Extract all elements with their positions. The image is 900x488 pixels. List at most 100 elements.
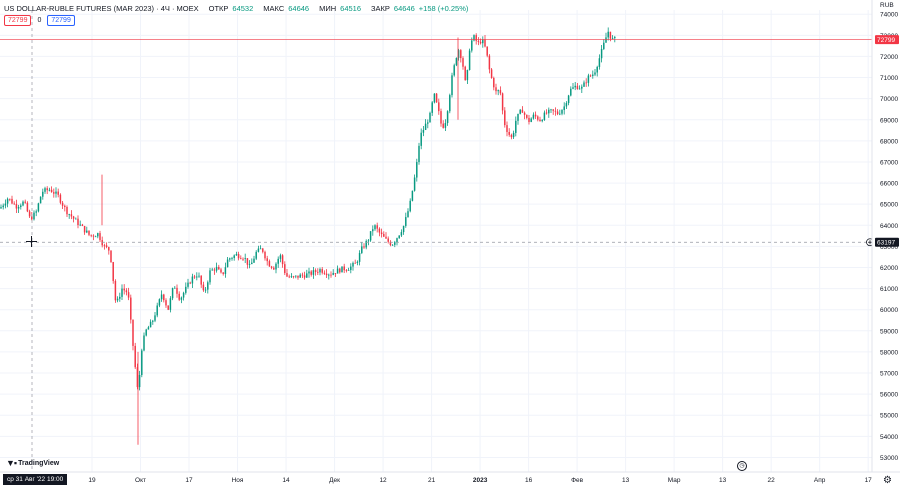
candle-body bbox=[490, 69, 493, 79]
candle-body bbox=[149, 321, 152, 328]
price-axis[interactable]: 53000 54000 55000 56000 57000 58000 59000 60000… bbox=[871, 0, 900, 488]
candle-body bbox=[493, 78, 495, 88]
candle-body bbox=[46, 188, 48, 191]
last-price-badge bbox=[875, 35, 899, 45]
candle-body bbox=[559, 113, 561, 115]
candle-body bbox=[334, 273, 337, 274]
gear-icon[interactable]: ⚙ bbox=[883, 475, 892, 486]
close-label: ЗАКР bbox=[371, 4, 390, 13]
candle-body bbox=[105, 245, 108, 248]
candle-body bbox=[486, 46, 488, 56]
candle-body bbox=[367, 240, 370, 242]
candle-body bbox=[90, 234, 92, 236]
candle-body bbox=[259, 248, 262, 250]
candle-body bbox=[209, 270, 211, 283]
y-tick-label: 56000 bbox=[880, 392, 898, 399]
candle-body bbox=[196, 276, 198, 278]
candle-body bbox=[343, 266, 345, 271]
candle-body bbox=[226, 259, 229, 268]
candle-body bbox=[385, 236, 387, 239]
x-tick-label: 21 bbox=[428, 477, 436, 484]
candle-body bbox=[592, 74, 594, 76]
candle-body bbox=[233, 255, 235, 258]
symbol-title[interactable]: US DOLLAR-RUBLE FUTURES (MAR 2023) · 4Ч … bbox=[4, 4, 199, 13]
candle-body bbox=[257, 248, 260, 252]
candle-body bbox=[358, 252, 361, 262]
candle-body bbox=[295, 275, 297, 277]
y-tick-label: 64000 bbox=[880, 223, 898, 230]
candle-body bbox=[79, 224, 81, 226]
candle-body bbox=[193, 276, 196, 278]
candle-body bbox=[92, 235, 95, 237]
candle-body bbox=[497, 90, 499, 92]
candle-body bbox=[372, 229, 374, 232]
candle-body bbox=[284, 264, 286, 274]
candle-body bbox=[169, 298, 172, 310]
candle-body bbox=[440, 111, 442, 124]
candle-body bbox=[471, 40, 473, 51]
candle-body bbox=[405, 217, 407, 226]
candle-body bbox=[110, 250, 112, 263]
chart-grid bbox=[0, 10, 872, 472]
candle-body bbox=[207, 282, 209, 290]
time-axis[interactable]: 19 Окт 17 Ноя 14 Дек 12 21 2023 16 Фев 13 Мар 13 22 Апр… bbox=[0, 471, 900, 484]
candle-body bbox=[596, 66, 598, 73]
sell-button[interactable]: 72799 bbox=[4, 15, 32, 26]
candle-body bbox=[435, 93, 438, 103]
candle-body bbox=[35, 211, 37, 213]
candle-body bbox=[420, 132, 422, 146]
candle-body bbox=[136, 367, 139, 388]
candle-body bbox=[242, 258, 244, 260]
candle-body bbox=[185, 286, 187, 293]
candle-body bbox=[33, 212, 35, 220]
candle-body bbox=[72, 216, 75, 219]
candle-body bbox=[376, 225, 378, 229]
candle-body bbox=[328, 274, 330, 276]
candle-body bbox=[77, 218, 79, 226]
candle-body bbox=[66, 206, 68, 215]
candle-body bbox=[488, 55, 491, 70]
candle-body bbox=[594, 72, 596, 75]
y-tick-label: 71000 bbox=[880, 75, 898, 82]
buy-button[interactable]: 72799 bbox=[47, 15, 75, 26]
candle-body bbox=[53, 192, 55, 194]
candle-body bbox=[213, 269, 216, 271]
candle-body bbox=[154, 315, 156, 321]
candle-body bbox=[565, 103, 568, 107]
y-tick-label: 55000 bbox=[880, 413, 898, 420]
candle-body bbox=[9, 198, 11, 200]
y-tick-label: 54000 bbox=[880, 434, 898, 441]
candle-body bbox=[240, 258, 242, 260]
high-label: МАКС bbox=[263, 4, 285, 13]
currency-unit[interactable]: RUB bbox=[880, 2, 894, 9]
candle-body bbox=[460, 50, 462, 59]
candle-body bbox=[147, 327, 150, 330]
candle-body bbox=[83, 225, 86, 233]
candle-body bbox=[444, 123, 447, 128]
candle-body bbox=[433, 93, 436, 103]
candle-body bbox=[418, 145, 420, 163]
clock-icon[interactable]: ◷ bbox=[737, 461, 747, 471]
candle-body bbox=[506, 125, 508, 132]
low-label: МИН bbox=[319, 4, 337, 13]
candle-body bbox=[530, 118, 532, 122]
candle-body bbox=[268, 261, 271, 267]
candle-body bbox=[501, 93, 504, 111]
candle-body bbox=[611, 38, 614, 39]
candle-body bbox=[534, 114, 537, 117]
y-tick-label: 58000 bbox=[880, 349, 898, 356]
candle-body bbox=[112, 262, 114, 281]
candle-body bbox=[310, 271, 312, 275]
candle-body bbox=[22, 201, 24, 206]
candle-body bbox=[141, 350, 143, 376]
candle-body bbox=[127, 292, 130, 298]
candle-body bbox=[539, 119, 541, 122]
candle-body bbox=[431, 102, 433, 113]
candle-body bbox=[158, 299, 161, 306]
candle-body bbox=[413, 177, 416, 191]
tradingview-logo[interactable]: ▼▪ TradingView bbox=[6, 458, 59, 468]
candle-body bbox=[325, 273, 328, 276]
candle-body bbox=[603, 42, 605, 49]
candle-body bbox=[244, 258, 246, 259]
